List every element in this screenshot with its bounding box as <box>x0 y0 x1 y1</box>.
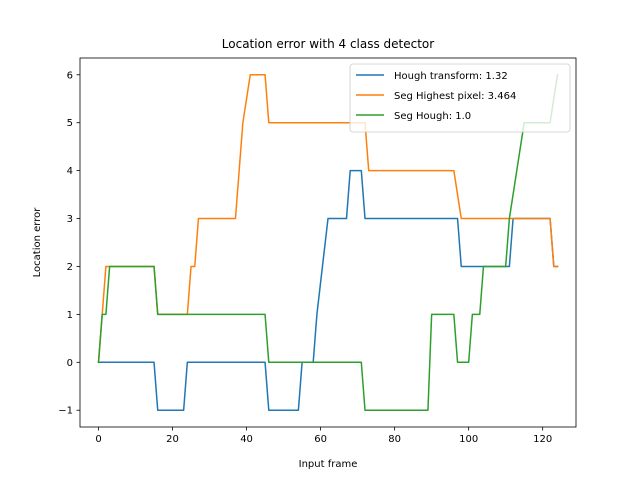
x-tick-label: 40 <box>240 434 253 445</box>
x-axis-label: Input frame <box>299 459 358 470</box>
series-line-3 <box>97 73 559 411</box>
y-tick-label: 3 <box>67 214 73 225</box>
y-tick-label: 2 <box>67 262 73 273</box>
y-axis-label: Location error <box>32 207 43 278</box>
x-tick-label: 20 <box>166 434 179 445</box>
legend-label-1: Hough transform: 1.32 <box>394 71 508 82</box>
y-tick-label: 1 <box>67 310 73 321</box>
x-tick-label: 60 <box>314 434 327 445</box>
plot-frame <box>79 57 577 428</box>
y-tick-label: 6 <box>67 70 73 81</box>
legend: Hough transform: 1.32 Seg Highest pixel: … <box>349 63 571 133</box>
x-axis-ticks: 0 20 40 60 80 100 120 <box>95 427 552 445</box>
y-tick-label: 0 <box>67 358 73 369</box>
legend-box <box>349 63 571 133</box>
chart-title: Location error with 4 class detector <box>222 37 434 51</box>
y-tick-label: 4 <box>67 166 73 177</box>
y-axis-ticks: −1 0 1 2 3 4 5 6 <box>58 70 80 417</box>
x-tick-label: 100 <box>459 434 478 445</box>
x-tick-label: 0 <box>95 434 101 445</box>
legend-label-2: Seg Highest pixel: 3.464 <box>394 91 516 102</box>
x-tick-label: 80 <box>388 434 401 445</box>
y-tick-label: −1 <box>58 406 73 417</box>
x-tick-label: 120 <box>533 434 552 445</box>
legend-label-3: Seg Hough: 1.0 <box>394 111 471 122</box>
series-line-1 <box>97 169 559 411</box>
y-tick-label: 5 <box>67 118 73 129</box>
plot-lines <box>97 73 559 411</box>
